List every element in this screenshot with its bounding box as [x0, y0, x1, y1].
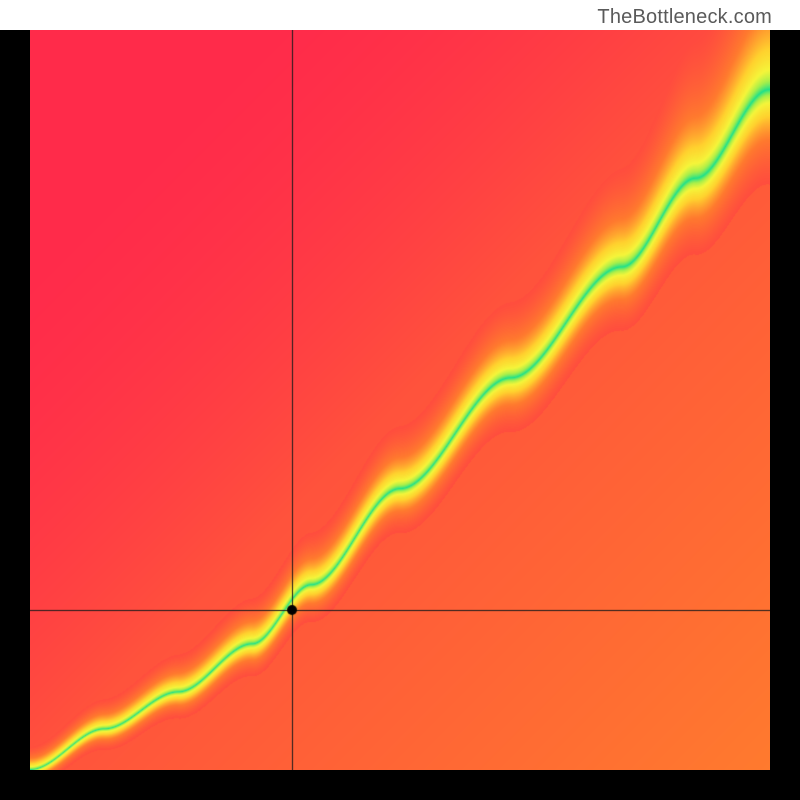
plot-frame	[0, 30, 800, 800]
chart-container: TheBottleneck.com	[0, 0, 800, 800]
watermark-text: TheBottleneck.com	[597, 6, 772, 29]
heatmap-canvas	[30, 30, 770, 770]
